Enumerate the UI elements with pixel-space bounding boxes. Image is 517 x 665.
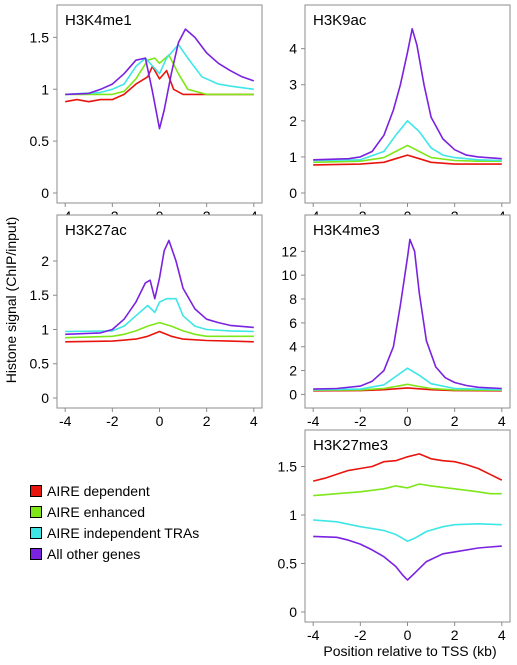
series-line-h3k9ac-aire_dependent	[313, 154, 502, 166]
y-tick-label-h3k4me1: 1.5	[30, 29, 50, 45]
series-line-h3k4me3-aire_independent	[313, 367, 502, 391]
panel-h3k4me3: 0 2 4 6 8 10 12 -4 -2 0 2 4 H3K4me3	[281, 214, 511, 429]
legend: AIRE dependent AIRE enhanced AIRE indepe…	[30, 481, 199, 565]
x-tick-label-h3k4me3: 2	[451, 413, 459, 429]
series-line-h3k27ac-aire_enhanced	[65, 321, 254, 339]
y-tick-label-h3k4me3: 0	[289, 386, 297, 402]
series-line-h3k27ac-all_other	[65, 239, 254, 336]
y-tick-label-h3k4me3: 12	[281, 243, 297, 259]
x-tick-label-h3k27ac: 0	[156, 413, 164, 429]
x-tick-label-h3k4me3: -4	[307, 413, 320, 429]
series-line-h3k27me3-aire_independent	[313, 519, 502, 542]
panel-h3k4me1: 00.511.5-4-2024H3K4me1	[30, 4, 263, 224]
x-tick-label-h3k4me3: -2	[354, 413, 367, 429]
legend-item-aire-independent: AIRE independent TRAs	[30, 523, 199, 543]
panel-frame-h3k4me1	[56, 4, 263, 204]
legend-swatch-all-other	[30, 548, 42, 560]
x-tick-label-h3k27ac: 2	[203, 413, 211, 429]
legend-label-aire-enhanced: AIRE enhanced	[47, 504, 146, 520]
series-line-h3k4me3-aire_enhanced	[313, 383, 502, 391]
panel-h3k27ac: 0 0.5 1 1.5 2 -4 -2 0 2 4 H3K27ac	[30, 214, 263, 429]
x-tick-label-h3k27me3: 0	[404, 627, 412, 643]
panel-frame-h3k9ac	[304, 4, 511, 204]
series-line-h3k27ac-aire_dependent	[65, 330, 254, 343]
y-tick-label-h3k9ac: 4	[289, 41, 297, 57]
panel-title-h3k27me3: H3K27me3	[313, 437, 388, 454]
y-tick-label-h3k9ac: 3	[289, 77, 297, 93]
legend-label-aire-independent: AIRE independent TRAs	[47, 525, 200, 541]
panel-title-h3k27ac: H3K27ac	[65, 222, 127, 239]
y-tick-label-h3k27ac: 1.5	[30, 287, 50, 303]
series-line-h3k9ac-aire_enhanced	[313, 144, 502, 164]
y-tick-label-h3k27ac: 0.5	[30, 356, 50, 372]
x-tick-label-h3k4me3: 0	[404, 413, 412, 429]
panel-title-h3k4me1: H3K4me1	[65, 12, 132, 29]
y-tick-label-h3k4me1: 0.5	[30, 133, 50, 149]
y-tick-label-h3k4me3: 2	[289, 363, 297, 379]
y-tick-label-h3k9ac: 1	[289, 149, 297, 165]
y-tick-label-h3k27ac: 2	[41, 253, 49, 269]
x-axis-title: Position relative to TSS (kb)	[323, 643, 496, 659]
series-line-h3k9ac-aire_independent	[313, 120, 502, 162]
panel-frame-h3k27ac	[56, 214, 263, 409]
x-tick-label-h3k27me3: -4	[307, 627, 320, 643]
series-line-h3k4me1-all_other	[65, 28, 255, 130]
series-line-h3k27me3-all_other	[313, 535, 502, 581]
y-tick-label-h3k27me3: 1.5	[278, 459, 298, 475]
y-tick-label-h3k27ac: 1	[41, 321, 49, 337]
y-tick-label-h3k4me1: 0	[41, 185, 49, 201]
panel-frame-h3k4me3	[304, 214, 511, 409]
x-tick-label-h3k27me3: 2	[451, 627, 459, 643]
legend-swatch-aire-independent	[30, 527, 42, 539]
series-line-h3k27me3-aire_enhanced	[313, 483, 502, 497]
x-tick-label-h3k27ac: 4	[250, 413, 258, 429]
x-tick-label-h3k27ac: -2	[106, 413, 119, 429]
series-line-h3k4me3-all_other	[313, 238, 502, 390]
legend-label-all-other: All other genes	[47, 546, 141, 562]
y-tick-label-h3k27me3: 0.5	[278, 556, 298, 572]
y-tick-label-h3k4me3: 6	[289, 315, 297, 331]
x-tick-label-h3k27me3: 4	[498, 627, 506, 643]
legend-item-aire-dependent: AIRE dependent	[30, 481, 199, 501]
series-line-h3k4me1-aire_independent	[65, 43, 254, 96]
y-tick-label-h3k9ac: 0	[289, 185, 297, 201]
y-tick-label-h3k4me3: 10	[281, 267, 297, 283]
legend-item-all-other: All other genes	[30, 544, 199, 564]
y-tick-label-h3k27me3: 0	[289, 604, 297, 620]
series-line-h3k27me3-aire_dependent	[313, 453, 503, 482]
y-tick-label-h3k27ac: 0	[41, 390, 49, 406]
x-tick-label-h3k27ac: -4	[59, 413, 72, 429]
y-axis-title: Histone signal (ChIP/input)	[3, 217, 19, 384]
legend-swatch-aire-dependent	[30, 485, 42, 497]
y-tick-label-h3k4me3: 8	[289, 291, 297, 307]
panel-h3k27me3: 0 0.5 1 1.5 -4 -2 0 2 4 H3K27me3	[278, 429, 511, 643]
series-line-h3k27ac-aire_independent	[65, 297, 254, 333]
legend-label-aire-dependent: AIRE dependent	[47, 483, 150, 499]
y-tick-label-h3k27me3: 1	[289, 507, 297, 523]
series-line-h3k4me1-aire_dependent	[65, 65, 254, 103]
y-tick-label-h3k4me3: 4	[289, 339, 297, 355]
y-tick-label-h3k9ac: 2	[289, 113, 297, 129]
x-tick-label-h3k4me3: 4	[498, 413, 506, 429]
series-line-h3k9ac-all_other	[313, 28, 502, 161]
series-line-h3k4me1-aire_enhanced	[65, 54, 254, 96]
panel-frame-h3k27me3	[304, 429, 511, 623]
legend-swatch-aire-enhanced	[30, 506, 42, 518]
y-tick-label-h3k4me1: 1	[41, 81, 49, 97]
x-tick-label-h3k27me3: -2	[354, 627, 367, 643]
panel-title-h3k4me3: H3K4me3	[313, 222, 380, 239]
legend-item-aire-enhanced: AIRE enhanced	[30, 502, 199, 522]
panel-title-h3k9ac: H3K9ac	[313, 12, 367, 29]
